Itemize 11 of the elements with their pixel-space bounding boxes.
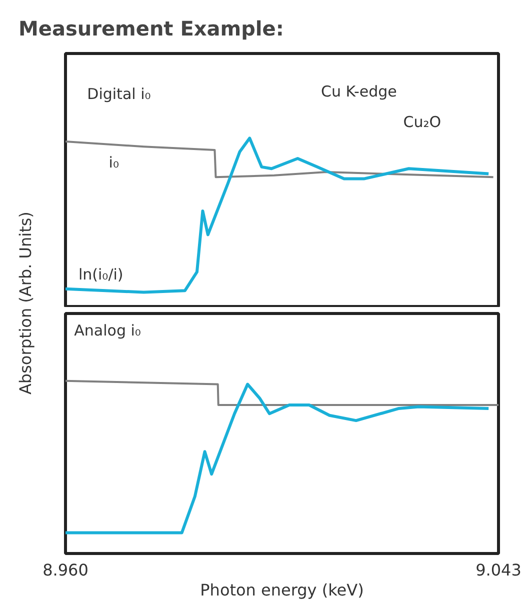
text: Analog i₀: [74, 321, 141, 340]
text: Cu₂O: [403, 113, 442, 132]
chart-title: Measurement Example:: [18, 16, 284, 40]
series-label: i₀: [108, 154, 119, 172]
x-axis-title: Photon energy (keV): [200, 580, 364, 600]
text: Cu K-edge: [320, 82, 397, 101]
x-tick-label: 8.960: [42, 560, 88, 580]
series-label: ln(i₀/i): [78, 265, 124, 284]
text: Digital i₀: [87, 85, 151, 104]
y-axis-title: Absorption (Arb. Units): [16, 212, 35, 395]
x-tick-label: 9.043: [476, 560, 522, 580]
